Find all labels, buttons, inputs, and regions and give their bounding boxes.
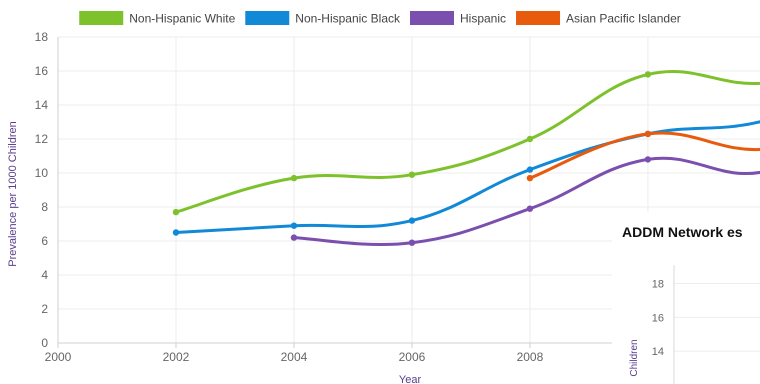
inset-title: ADDM Network es bbox=[622, 224, 743, 240]
data-point-hispanic[interactable] bbox=[408, 239, 416, 246]
y-tick-label: 0 bbox=[41, 336, 48, 350]
y-tick-label: 14 bbox=[35, 98, 49, 112]
inset-y-tick-labels: 14 16 18 bbox=[652, 279, 664, 359]
y-tick-label: 2 bbox=[41, 302, 48, 316]
data-point-non-hispanic-white[interactable] bbox=[644, 71, 652, 78]
inset-y-tick-label: 14 bbox=[652, 346, 664, 358]
y-tick-labels: 0 2 4 6 8 10 12 14 16 18 bbox=[35, 30, 49, 350]
x-axis-title: Year bbox=[399, 374, 422, 384]
data-point-hispanic[interactable] bbox=[526, 205, 534, 212]
x-tick-label: 2002 bbox=[163, 350, 190, 364]
data-point-hispanic[interactable] bbox=[644, 156, 652, 163]
legend-label-hispanic[interactable]: Hispanic bbox=[460, 12, 506, 26]
x-tick-label: 2000 bbox=[45, 350, 72, 364]
inset-y-tick-label: 16 bbox=[652, 312, 664, 324]
legend-swatch-hispanic[interactable] bbox=[410, 11, 454, 25]
inset-grid-lines bbox=[674, 283, 760, 352]
y-tick-label: 12 bbox=[35, 132, 49, 146]
data-point-hispanic[interactable] bbox=[290, 234, 298, 241]
data-point-non-hispanic-black[interactable] bbox=[172, 229, 180, 236]
y-axis-title: Prevalence per 1000 Children bbox=[7, 121, 19, 267]
y-tick-label: 10 bbox=[35, 166, 49, 180]
data-point-asian-pacific-islander[interactable] bbox=[526, 174, 534, 182]
series-line-hispanic bbox=[292, 156, 760, 246]
data-point-non-hispanic-white[interactable] bbox=[290, 174, 298, 182]
x-tick-label: 2006 bbox=[399, 350, 426, 364]
legend-swatch-non-hispanic-white[interactable] bbox=[79, 11, 124, 25]
inset-y-axis-title: Children bbox=[629, 339, 640, 376]
series-line-non-hispanic-black bbox=[174, 120, 760, 234]
y-tick-label: 4 bbox=[41, 268, 48, 282]
data-point-non-hispanic-black[interactable] bbox=[290, 222, 298, 229]
legend-label-non-hispanic-white[interactable]: Non-Hispanic White bbox=[129, 12, 235, 26]
data-point-asian-pacific-islander[interactable] bbox=[644, 130, 652, 138]
y-tick-label: 6 bbox=[41, 234, 48, 248]
inset-y-tick-label: 18 bbox=[652, 279, 664, 291]
series-points bbox=[172, 71, 652, 246]
legend-label-asian-pacific-islander[interactable]: Asian Pacific Islander bbox=[566, 12, 681, 26]
x-tick-label: 2004 bbox=[281, 350, 308, 364]
legend-label-non-hispanic-black[interactable]: Non-Hispanic Black bbox=[295, 12, 401, 26]
data-point-non-hispanic-white[interactable] bbox=[408, 171, 416, 178]
y-tick-label: 16 bbox=[35, 64, 49, 78]
legend: Non-Hispanic White Non-Hispanic Black Hisp… bbox=[79, 11, 681, 26]
y-tick-label: 18 bbox=[35, 30, 49, 44]
data-point-non-hispanic-white[interactable] bbox=[526, 135, 534, 143]
data-point-non-hispanic-black[interactable] bbox=[526, 166, 534, 173]
data-point-non-hispanic-black[interactable] bbox=[408, 217, 416, 224]
x-tick-label: 2008 bbox=[517, 350, 544, 364]
y-tick-label: 8 bbox=[41, 200, 48, 214]
series-line-asian-pacific-islander bbox=[528, 131, 760, 180]
x-tick-labels: 200020022004200620082010 bbox=[45, 350, 662, 364]
data-point-non-hispanic-white[interactable] bbox=[172, 208, 180, 216]
legend-swatch-asian-pacific-islander[interactable] bbox=[516, 11, 561, 25]
legend-swatch-non-hispanic-black[interactable] bbox=[245, 11, 290, 25]
inset-chart: ADDM Network es 14 16 18 Children bbox=[612, 212, 760, 384]
inset-background bbox=[612, 212, 760, 384]
